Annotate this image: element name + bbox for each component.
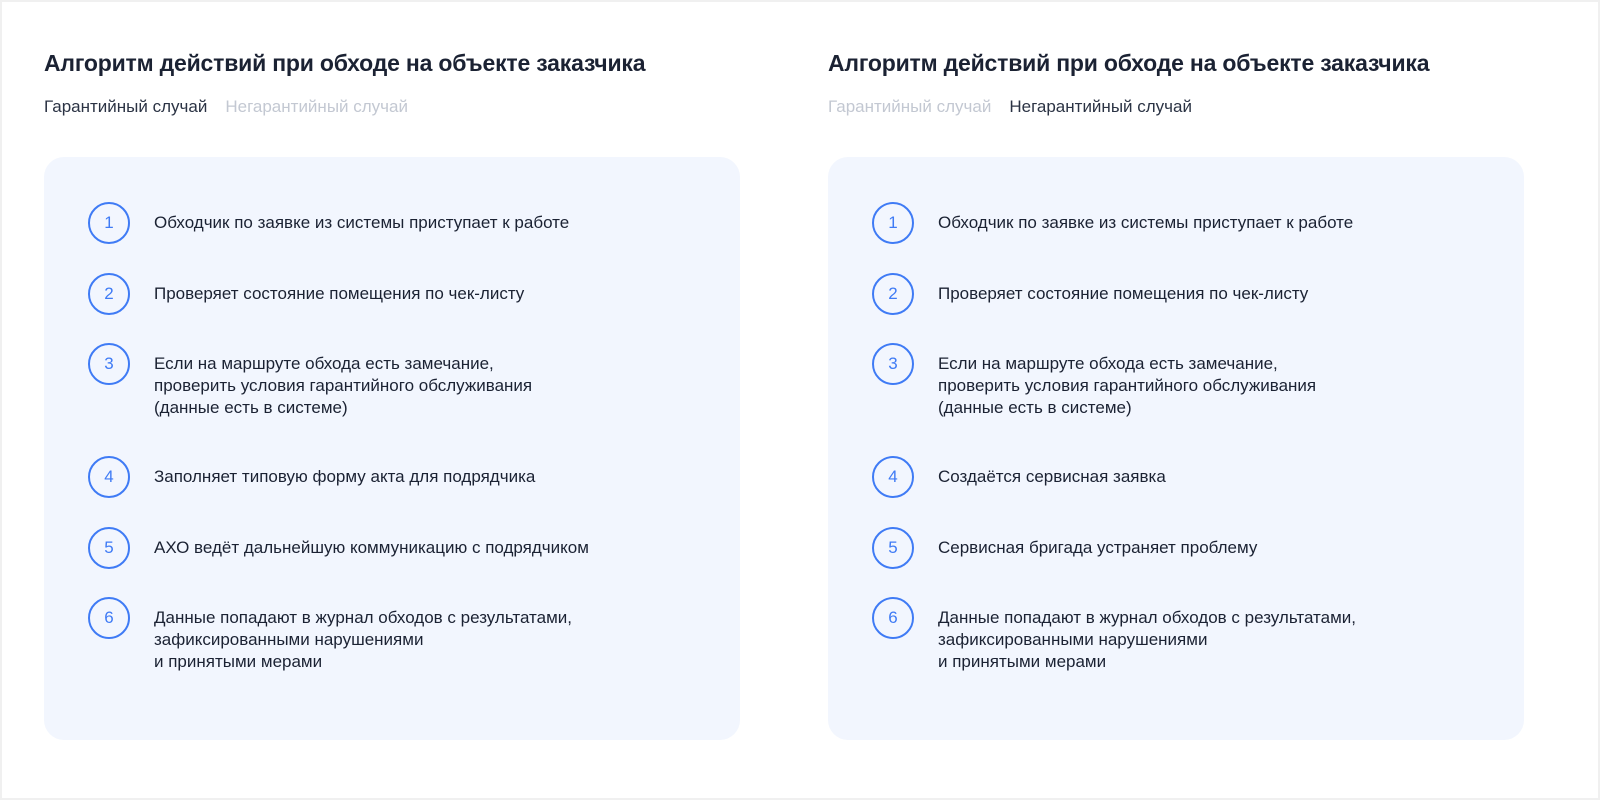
steps-card: 1 Обходчик по заявке из системы приступа…: [44, 157, 740, 740]
step-item: 2 Проверяет состояние помещения по чек-л…: [88, 273, 524, 315]
step-text: Данные попадают в журнал обходов с резул…: [154, 608, 573, 671]
step-number-badge: 6: [88, 597, 130, 639]
tab-bar: Гарантийный случай Негарантийный случай: [828, 97, 1192, 117]
tab-warranty[interactable]: Гарантийный случай: [44, 97, 208, 116]
step-text: Сервисная бригада устраняет проблему: [938, 538, 1258, 557]
panel-non-warranty: Алгоритм действий при обходе на объекте …: [786, 2, 1598, 798]
tab-non-warranty[interactable]: Негарантийный случай: [1009, 97, 1192, 116]
steps-card: 1 Обходчик по заявке из системы приступа…: [828, 157, 1524, 740]
step-number-badge: 4: [88, 456, 130, 498]
tab-warranty[interactable]: Гарантийный случай: [828, 97, 992, 116]
step-item: 5 Сервисная бригада устраняет проблему: [872, 527, 1257, 569]
step-text: Данные попадают в журнал обходов с резул…: [938, 608, 1357, 671]
step-number-badge: 1: [88, 202, 130, 244]
step-text: Если на маршруте обхода есть замечание, …: [938, 354, 1317, 417]
step-text: АХО ведёт дальнейшую коммуникацию с подр…: [154, 538, 589, 557]
tab-non-warranty[interactable]: Негарантийный случай: [225, 97, 408, 116]
step-item: 6 Данные попадают в журнал обходов с рез…: [88, 597, 572, 673]
step-item: 2 Проверяет состояние помещения по чек-л…: [872, 273, 1308, 315]
step-item: 1 Обходчик по заявке из системы приступа…: [88, 202, 569, 244]
step-item: 4 Заполняет типовую форму акта для подря…: [88, 456, 535, 498]
step-item: 3 Если на маршруте обхода есть замечание…: [872, 343, 1316, 419]
step-number-badge: 2: [88, 273, 130, 315]
step-number-badge: 6: [872, 597, 914, 639]
step-text: Если на маршруте обхода есть замечание, …: [154, 354, 533, 417]
step-text: Проверяет состояние помещения по чек-лис…: [938, 284, 1309, 303]
tab-bar: Гарантийный случай Негарантийный случай: [44, 97, 408, 117]
step-item: 4 Создаётся сервисная заявка: [872, 456, 1166, 498]
step-text: Заполняет типовую форму акта для подрядч…: [154, 467, 536, 486]
panel-title: Алгоритм действий при обходе на объекте …: [828, 50, 1430, 76]
step-number-badge: 5: [88, 527, 130, 569]
step-number-badge: 3: [88, 343, 130, 385]
step-number-badge: 5: [872, 527, 914, 569]
step-item: 1 Обходчик по заявке из системы приступа…: [872, 202, 1353, 244]
step-text: Проверяет состояние помещения по чек-лис…: [154, 284, 525, 303]
step-item: 6 Данные попадают в журнал обходов с рез…: [872, 597, 1356, 673]
step-number-badge: 2: [872, 273, 914, 315]
step-number-badge: 4: [872, 456, 914, 498]
step-text: Обходчик по заявке из системы приступает…: [154, 213, 570, 232]
step-text: Обходчик по заявке из системы приступает…: [938, 213, 1354, 232]
step-number-badge: 3: [872, 343, 914, 385]
step-number-badge: 1: [872, 202, 914, 244]
step-item: 5 АХО ведёт дальнейшую коммуникацию с по…: [88, 527, 589, 569]
panel-warranty: Алгоритм действий при обходе на объекте …: [2, 2, 798, 798]
step-text: Создаётся сервисная заявка: [938, 467, 1166, 486]
panel-title: Алгоритм действий при обходе на объекте …: [44, 50, 646, 76]
step-item: 3 Если на маршруте обхода есть замечание…: [88, 343, 532, 419]
